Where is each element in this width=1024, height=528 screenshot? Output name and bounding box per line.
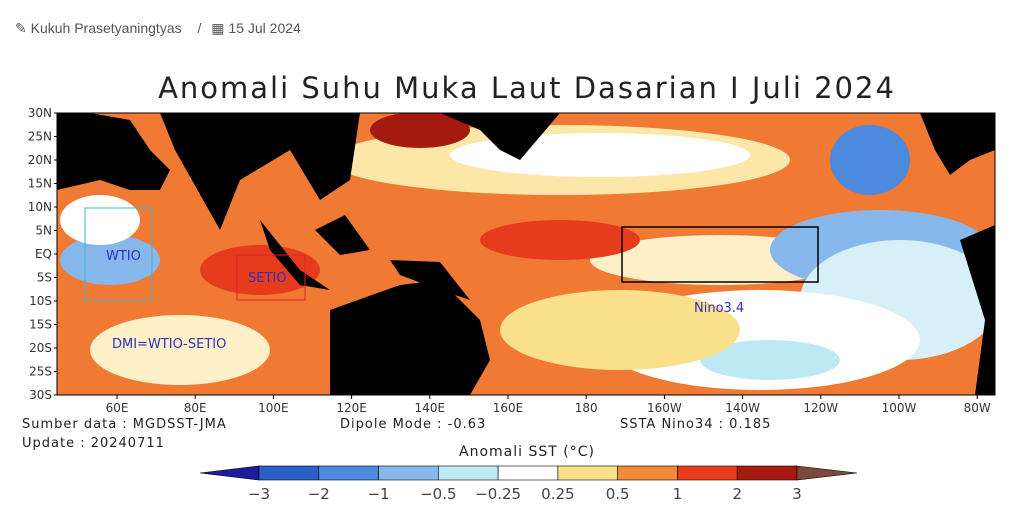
- colorbar-cell: [557, 465, 618, 481]
- colorbar-label: 3: [792, 485, 802, 503]
- lat-label: 30N: [28, 106, 52, 120]
- lat-label: 5S: [37, 271, 52, 285]
- colorbar-label: −3: [248, 485, 270, 503]
- date: ▦ 15 Jul 2024: [211, 20, 301, 36]
- wtio-box: [84, 207, 153, 301]
- colorbar-label: −0.5: [420, 485, 456, 503]
- update: Update : 20240711: [22, 436, 165, 451]
- lon-label: 80E: [184, 401, 207, 415]
- source: Sumber data : MGDSST-JMA: [22, 417, 227, 432]
- lat-label: 5N: [35, 224, 52, 238]
- colorbar-cell: [258, 465, 320, 481]
- lon-label: 160W: [647, 401, 682, 415]
- lat-label: 10N: [28, 200, 52, 214]
- lat-label: 30S: [29, 388, 52, 402]
- lon-label: 100E: [258, 401, 289, 415]
- colorbar-cell: [318, 465, 379, 481]
- lon-label: 120E: [336, 401, 367, 415]
- date-text: 15 Jul 2024: [228, 20, 301, 36]
- map-title: Anomali Suhu Muka Laut Dasarian I Juli 2…: [158, 71, 896, 105]
- lon-label: 140W: [725, 401, 760, 415]
- lon-label: 80W: [964, 401, 991, 415]
- colorbar-cell: [378, 465, 439, 481]
- colorbar-cell: [497, 465, 559, 481]
- author-name[interactable]: Kukuh Prasetyaningtyas: [30, 20, 182, 36]
- colorbar-label: −0.25: [475, 485, 521, 503]
- lat-label: 15N: [28, 177, 52, 191]
- lat-label: 15S: [29, 318, 52, 332]
- nino-label: Nino3.4: [694, 301, 744, 316]
- lon-labels: 60E 80E 100E 120E 140E 160E 180 160W 140W 120W 100…: [106, 395, 991, 415]
- colorbar-end: [796, 465, 858, 481]
- lon-label: 100W: [882, 401, 917, 415]
- lon-label: 120W: [803, 401, 838, 415]
- sst-field: [57, 113, 995, 395]
- colorbar-label: 0.5: [606, 485, 630, 503]
- wtio-label: WTIO: [106, 249, 141, 264]
- lon-label: 160E: [493, 401, 524, 415]
- separator: /: [197, 20, 202, 36]
- lat-label: EQ: [35, 247, 52, 261]
- dmi-formula: DMI=WTIO-SETIO: [112, 337, 226, 352]
- colorbar-end: [199, 465, 260, 481]
- colorbar-cell: [438, 465, 499, 481]
- colorbar-label: −1: [367, 485, 389, 503]
- lat-label: 25N: [28, 130, 52, 144]
- colorbar-title: Anomali SST (°C): [459, 444, 595, 460]
- colorbar: −3 −2 −1 −0.5 −0.25 0.25 0.5 1 2 3: [199, 465, 858, 503]
- nino-box: [621, 226, 819, 283]
- lon-label: 140E: [415, 401, 446, 415]
- lat-label: 20N: [28, 153, 52, 167]
- setio-label: SETIO: [248, 271, 286, 286]
- colorbar-label: 2: [732, 485, 742, 503]
- lat-label: 25S: [29, 365, 52, 379]
- colorbar-cell: [736, 465, 798, 481]
- byline: ✎ Kukuh Prasetyaningtyas / ▦ 15 Jul 2024: [15, 20, 313, 37]
- colorbar-label: 0.25: [541, 485, 574, 503]
- lon-label: 180: [575, 401, 598, 415]
- ssta-nino34: SSTA Nino34 : 0.185: [620, 417, 771, 432]
- lat-label: 10S: [29, 294, 52, 308]
- colorbar-cell: [617, 465, 678, 481]
- author[interactable]: ✎ Kukuh Prasetyaningtyas: [15, 20, 182, 36]
- colorbar-cell: [677, 465, 738, 481]
- lat-label: 20S: [29, 341, 52, 355]
- colorbar-label: 1: [673, 485, 683, 503]
- lat-labels: 30N 25N 20N 15N 10N 5N EQ 5S 10S 15S 20S 25S 30S: [28, 106, 57, 402]
- colorbar-label: −2: [308, 485, 330, 503]
- dipole-mode: Dipole Mode : -0.63: [340, 417, 486, 432]
- setio-box: [236, 254, 306, 301]
- lon-label: 60E: [106, 401, 129, 415]
